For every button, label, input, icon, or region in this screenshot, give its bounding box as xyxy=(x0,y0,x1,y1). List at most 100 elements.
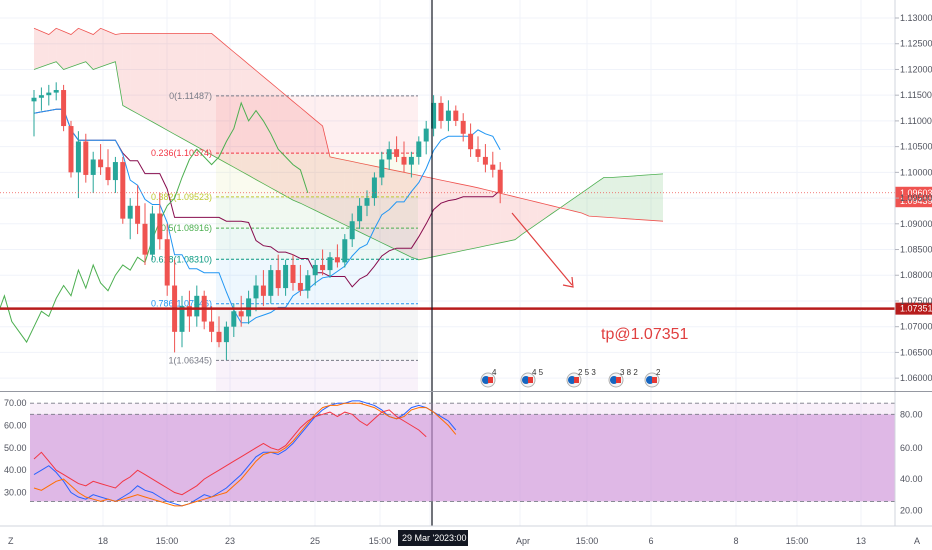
cloud-segment xyxy=(137,33,145,118)
candle-body xyxy=(68,126,74,173)
cloud-segment xyxy=(552,205,560,214)
cloud-segment xyxy=(78,28,86,65)
price-tick-label: 1.11500 xyxy=(900,90,932,100)
candle-body xyxy=(120,162,126,219)
flag-icon xyxy=(616,377,621,383)
candle-body xyxy=(357,205,363,222)
fib-zone xyxy=(216,228,418,260)
rsi-left-tick-label: 60.00 xyxy=(4,421,27,431)
economic-event-count: 4 xyxy=(492,368,497,377)
fib-zone xyxy=(216,95,418,154)
cloud-segment xyxy=(219,39,227,164)
economic-event-count: 2 5 3 xyxy=(578,368,596,377)
cloud-segment xyxy=(330,156,338,222)
candle-body xyxy=(223,326,229,343)
cloud-segment xyxy=(263,76,271,188)
candle-body xyxy=(142,223,148,255)
crosshair-time-label: 23:00 xyxy=(444,533,467,543)
cloud-segment xyxy=(130,33,138,114)
cloud-segment xyxy=(655,173,663,222)
candle-body xyxy=(312,264,318,276)
time-tick-label: 15:00 xyxy=(156,536,179,546)
candle-body xyxy=(179,306,185,332)
price-tick-label: 1.07500 xyxy=(900,296,932,306)
cloud-segment xyxy=(307,113,316,211)
candle-body xyxy=(394,149,400,157)
cloud-segment xyxy=(100,28,108,67)
cloud-segment xyxy=(463,184,471,251)
price-tick-label: 1.11000 xyxy=(900,116,932,126)
cloud-segment xyxy=(278,89,286,197)
cloud-segment xyxy=(418,175,427,260)
candle-body xyxy=(497,169,503,193)
cloud-segment xyxy=(71,28,79,67)
cloud-segment xyxy=(500,193,508,243)
candle-body xyxy=(297,282,303,291)
cloud-segment xyxy=(337,158,345,225)
cloud-segment xyxy=(85,31,94,70)
candle-body xyxy=(83,141,89,175)
chikou-span-line xyxy=(0,101,309,344)
price-tick-label: 1.07000 xyxy=(900,322,932,332)
cloud-segment xyxy=(189,33,197,147)
senkou-span-a xyxy=(33,61,664,261)
rsi-right-tick-label: 20.00 xyxy=(900,505,923,515)
cloud-segment xyxy=(626,175,634,220)
time-tick-label: 18 xyxy=(98,536,108,546)
cloud-segment xyxy=(115,33,123,106)
time-tick-label: 15:00 xyxy=(576,536,599,546)
tenkan-sen-line xyxy=(33,108,501,324)
candle-body xyxy=(275,270,281,289)
candle-body xyxy=(98,159,104,168)
flag-icon xyxy=(488,377,493,383)
candle-body xyxy=(290,264,296,283)
candle-body xyxy=(231,311,237,327)
cloud-segment xyxy=(56,28,64,70)
cloud-segment xyxy=(544,203,552,219)
cloud-segment xyxy=(611,176,619,219)
candle-body xyxy=(90,159,96,175)
candle-body xyxy=(31,97,37,102)
rsi-series-line xyxy=(33,400,457,507)
candle-body xyxy=(334,257,340,263)
crosshair-date-label: 29 Mar '20 xyxy=(402,533,444,543)
crosshair-date-box xyxy=(398,530,468,546)
cloud-segment xyxy=(603,177,612,218)
cloud-segment xyxy=(315,119,323,215)
candle-body xyxy=(268,270,274,296)
grid xyxy=(0,0,895,526)
corner-label-right[interactable]: A xyxy=(914,536,920,546)
candle-body xyxy=(379,159,385,178)
time-tick-label: 8 xyxy=(733,536,738,546)
candle-body xyxy=(61,90,67,127)
price-tag-label: 1.09603 xyxy=(900,188,932,198)
time-tick-label: 6 xyxy=(648,536,653,546)
candle-body xyxy=(283,264,289,289)
candle-body xyxy=(75,141,81,173)
cloud-segment xyxy=(322,126,330,218)
cloud-segment xyxy=(485,189,493,246)
candle-body xyxy=(349,221,355,240)
fib-zone xyxy=(216,153,418,197)
candle-body xyxy=(149,213,155,255)
candle-body xyxy=(46,92,52,96)
cloud-segment xyxy=(293,101,301,204)
cloud-segment xyxy=(522,198,530,235)
cloud-segment xyxy=(41,31,49,67)
ichimoku-cloud xyxy=(33,27,664,261)
candle-body xyxy=(364,198,370,206)
cloud-segment xyxy=(285,95,293,201)
fib-zone xyxy=(216,196,418,229)
cloud-segment xyxy=(233,51,242,172)
rsi-left-tick-label: 50.00 xyxy=(4,443,27,453)
cloud-segment xyxy=(648,174,656,221)
corner-label-left[interactable]: Z xyxy=(8,536,14,546)
flag-icon xyxy=(652,377,657,383)
cloud-segment xyxy=(145,33,153,122)
candle-body xyxy=(253,285,259,299)
cloud-segment xyxy=(529,200,538,229)
cloud-segment xyxy=(633,175,641,220)
candle-body xyxy=(460,120,466,134)
